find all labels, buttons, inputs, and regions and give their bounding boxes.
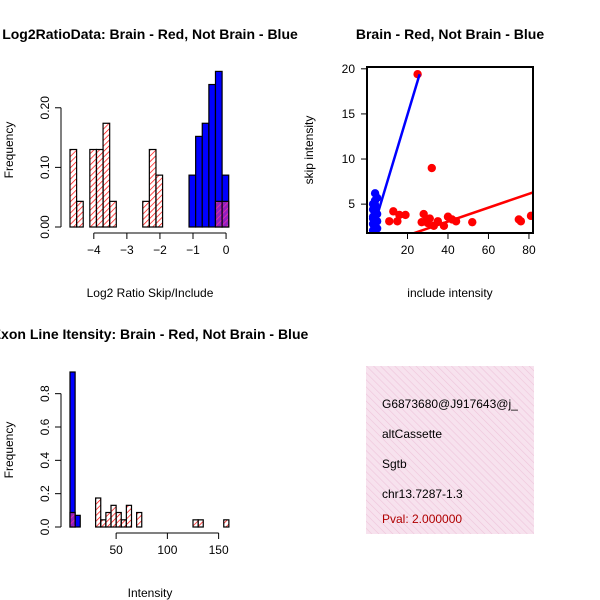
histogram-bars: [69, 70, 230, 228]
bar-not-brain-2: [201, 122, 210, 228]
bar-not-brain-0: [188, 174, 197, 228]
y-tick-label: 20: [342, 62, 356, 76]
bar-not-brain-1: [74, 514, 81, 528]
y-axis-label: Frequency: [2, 122, 16, 179]
y-tick-label: 0.0: [38, 518, 52, 535]
x-tick-label: 60: [482, 243, 496, 257]
point-red-18: [516, 217, 526, 226]
bar-brain-30: [223, 519, 230, 528]
x-tick-label: 0: [223, 243, 230, 257]
bar-brain-7: [105, 511, 112, 528]
y-axis-label: skip intensity: [302, 116, 316, 185]
point-red-20: [417, 217, 426, 227]
intensity-scatter: Brain - Red, Not Brain - Blue 5 10 15 20 20 4…: [302, 26, 544, 300]
exon-intensity-histogram: Exon Line Itensity: Brain - Red, Not Bra…: [0, 326, 309, 600]
bar-brain-6: [100, 519, 107, 528]
bar-brain-12: [148, 148, 157, 228]
y-axis-label: Frequency: [2, 422, 16, 479]
bar-brain-5: [95, 497, 102, 528]
x-tick-label: −1: [186, 243, 200, 257]
chart-title: Brain - Red, Not Brain - Blue: [356, 26, 544, 42]
x-tick-label: −2: [153, 243, 167, 257]
bar-not-brain-1: [195, 135, 203, 228]
point-red-2: [389, 207, 398, 216]
bar-brain-11: [125, 504, 133, 528]
bar-brain-22: [214, 200, 223, 228]
info-panel: G6873680@J917643@j_ altCassette Sgtb chr…: [366, 366, 534, 534]
x-tick-label: −3: [120, 243, 134, 257]
x-tick-label: 150: [209, 543, 229, 557]
y-tick-label: 0.20: [38, 96, 52, 120]
y-tick-label: 10: [342, 152, 356, 166]
bar-brain-8: [110, 504, 117, 528]
point-red-21: [425, 214, 434, 223]
x-tick-label: 80: [522, 243, 536, 257]
y-tick-label: 0.6: [38, 418, 52, 435]
point-red-1: [427, 163, 436, 173]
point-red-12: [439, 221, 449, 230]
bar-brain-13: [136, 511, 143, 528]
bar-brain-6: [109, 200, 117, 228]
y-tick-label: 0.8: [38, 385, 52, 402]
point-red-3: [395, 210, 404, 220]
histogram-bars: [69, 371, 230, 528]
point-red-7: [419, 209, 428, 219]
plot-frame: [366, 66, 534, 234]
point-red-5: [385, 217, 394, 226]
chart-title: Exon Line Itensity: Brain - Red, Not Bra…: [0, 326, 309, 342]
bar-brain-5: [102, 122, 111, 228]
info-event-type: altCassette: [382, 427, 442, 441]
point-blue-16: [368, 214, 378, 223]
bar-brain-24: [192, 519, 199, 528]
point-red-16: [468, 217, 477, 227]
point-red-15: [451, 217, 461, 226]
y-tick-label: 5: [348, 197, 355, 211]
axes: 0.0 0.2 0.4 0.6 0.8 50 100 150: [38, 385, 229, 557]
x-tick-label: 100: [157, 543, 177, 557]
y-tick-label: 0.2: [38, 485, 52, 502]
bar-brain-3: [89, 148, 98, 228]
y-tick-label: 0.4: [38, 452, 52, 469]
x-axis-label: include intensity: [407, 286, 492, 300]
scatter-plot: 5 10 15 20 20 40 60 80: [342, 62, 536, 257]
bar-brain-0: [69, 148, 78, 228]
point-blue-15: [370, 200, 380, 210]
info-pvalue: Pval: 2.000000: [382, 512, 462, 526]
bar-not-brain-0: [69, 371, 76, 528]
y-tick-label: 0.10: [38, 155, 52, 179]
x-axis-label: Log2 Ratio Skip/Include: [87, 286, 214, 300]
bar-brain-13: [155, 174, 164, 228]
y-tick-label: 15: [342, 107, 356, 121]
x-tick-label: 40: [441, 243, 455, 257]
log2-ratio-histogram: Log2RatioData: Brain - Red, Not Brain - …: [2, 26, 298, 300]
y-tick-label: 0.00: [38, 215, 52, 239]
bar-brain-9: [115, 511, 122, 528]
bar-brain-4: [95, 148, 104, 228]
x-tick-label: 50: [109, 543, 123, 557]
axes: 0.00 0.10 0.20 −4 −3 −2 −1 0: [38, 96, 230, 257]
info-event-id: G6873680@J917643@j_: [382, 397, 518, 411]
x-axis-label: Intensity: [128, 586, 173, 600]
chart-title: Log2RatioData: Brain - Red, Not Brain - …: [2, 26, 298, 42]
x-tick-label: −4: [87, 243, 101, 257]
plot-area: [368, 70, 533, 233]
bar-brain-10: [120, 519, 127, 528]
bar-brain-23: [221, 200, 230, 228]
bar-brain-1: [76, 200, 84, 228]
x-tick-label: 20: [401, 243, 415, 257]
info-gene: Sgtb: [382, 457, 407, 471]
point-red-19: [526, 211, 533, 221]
info-background: [366, 366, 534, 534]
point-red-11: [433, 217, 443, 226]
bar-brain-25: [197, 519, 204, 528]
bar-brain-11: [142, 200, 150, 228]
info-location: chr13.7287-1.3: [382, 487, 463, 501]
point-red-4: [401, 210, 410, 220]
point-red-6: [393, 217, 402, 226]
bar-brain-0: [69, 511, 76, 528]
bar-not-brain-3: [208, 83, 217, 228]
point-blue-14: [368, 226, 378, 233]
